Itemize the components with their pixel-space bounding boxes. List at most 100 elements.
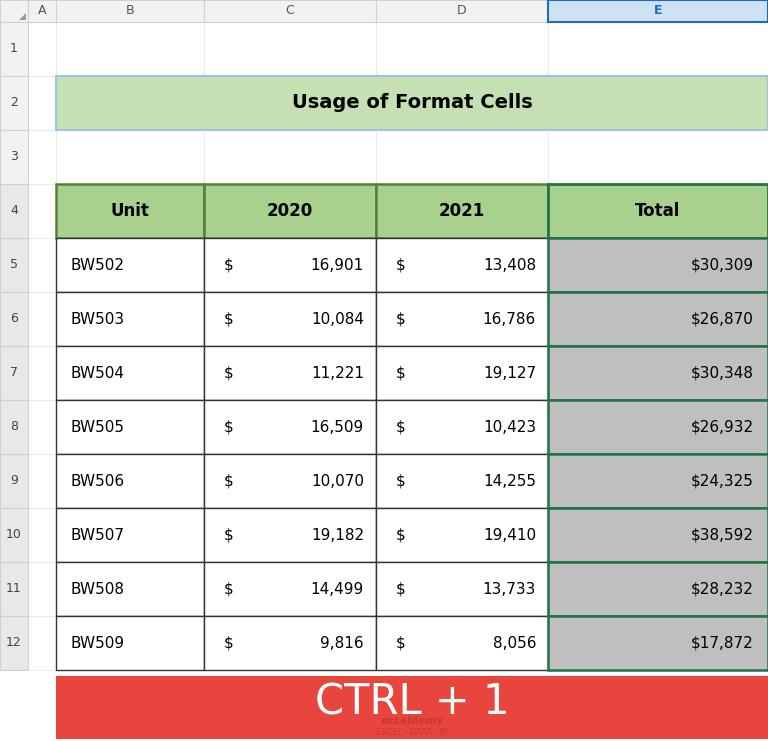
Text: 2: 2 bbox=[10, 96, 18, 110]
Bar bbox=[548, 346, 768, 400]
Text: $30,348: $30,348 bbox=[691, 365, 754, 380]
Text: D: D bbox=[457, 4, 467, 18]
Text: 16,901: 16,901 bbox=[311, 258, 364, 273]
Text: 10,084: 10,084 bbox=[311, 311, 364, 327]
Bar bbox=[204, 454, 376, 508]
Text: BW507: BW507 bbox=[70, 528, 124, 542]
Bar bbox=[548, 0, 768, 22]
Text: 14,499: 14,499 bbox=[311, 582, 364, 597]
Bar bbox=[56, 676, 768, 739]
Bar bbox=[204, 292, 376, 346]
Bar bbox=[28, 292, 56, 346]
Text: 7: 7 bbox=[10, 367, 18, 379]
Bar bbox=[28, 184, 56, 238]
Text: $26,870: $26,870 bbox=[691, 311, 754, 327]
Bar bbox=[548, 130, 768, 184]
Bar bbox=[56, 400, 204, 454]
Text: $: $ bbox=[396, 636, 406, 651]
Polygon shape bbox=[19, 13, 26, 20]
Text: Usage of Format Cells: Usage of Format Cells bbox=[292, 93, 532, 113]
Text: 5: 5 bbox=[10, 259, 18, 271]
Bar bbox=[204, 508, 376, 562]
Text: $24,325: $24,325 bbox=[691, 473, 754, 488]
Bar bbox=[0, 22, 28, 76]
Text: 14,255: 14,255 bbox=[483, 473, 536, 488]
Bar bbox=[548, 238, 768, 292]
Text: $: $ bbox=[396, 365, 406, 380]
Bar bbox=[56, 22, 204, 76]
Bar bbox=[56, 22, 204, 76]
Bar bbox=[376, 508, 548, 562]
Text: 3: 3 bbox=[10, 150, 18, 164]
Bar bbox=[376, 22, 548, 76]
Bar bbox=[376, 130, 548, 184]
Bar bbox=[56, 346, 204, 400]
Bar bbox=[56, 454, 204, 508]
Bar bbox=[56, 238, 204, 292]
Text: A: A bbox=[38, 4, 46, 18]
Text: BW502: BW502 bbox=[70, 258, 124, 273]
Bar bbox=[0, 346, 28, 400]
Bar bbox=[28, 508, 56, 562]
Bar bbox=[204, 238, 376, 292]
Bar bbox=[56, 616, 204, 670]
Bar bbox=[376, 22, 548, 76]
Text: BW504: BW504 bbox=[70, 365, 124, 380]
Text: $: $ bbox=[224, 636, 233, 651]
Text: 16,509: 16,509 bbox=[311, 419, 364, 434]
Text: 8,056: 8,056 bbox=[492, 636, 536, 651]
Text: 13,408: 13,408 bbox=[483, 258, 536, 273]
Text: 10,070: 10,070 bbox=[311, 473, 364, 488]
Text: 11,221: 11,221 bbox=[311, 365, 364, 380]
Text: 12: 12 bbox=[6, 637, 22, 650]
Text: $: $ bbox=[224, 258, 233, 273]
Bar bbox=[0, 616, 28, 670]
Bar bbox=[376, 292, 548, 346]
Bar bbox=[204, 22, 376, 76]
Text: $: $ bbox=[396, 582, 406, 597]
Bar bbox=[0, 76, 28, 130]
Bar bbox=[0, 454, 28, 508]
Text: $: $ bbox=[396, 258, 406, 273]
Text: BW508: BW508 bbox=[70, 582, 124, 597]
Bar bbox=[376, 346, 548, 400]
Text: 4: 4 bbox=[10, 205, 18, 218]
Bar bbox=[548, 22, 768, 76]
Bar bbox=[204, 562, 376, 616]
Bar bbox=[28, 562, 56, 616]
Text: 8: 8 bbox=[10, 420, 18, 433]
Text: $: $ bbox=[224, 419, 233, 434]
Bar bbox=[204, 346, 376, 400]
Bar bbox=[28, 346, 56, 400]
Bar bbox=[28, 76, 56, 130]
Bar bbox=[548, 508, 768, 562]
Text: CTRL + 1: CTRL + 1 bbox=[315, 682, 509, 723]
Bar bbox=[28, 130, 56, 184]
Bar bbox=[56, 0, 204, 22]
Bar bbox=[548, 454, 768, 508]
Bar bbox=[56, 562, 204, 616]
Bar bbox=[376, 454, 548, 508]
Bar bbox=[28, 22, 56, 76]
Bar bbox=[376, 562, 548, 616]
Bar bbox=[56, 130, 204, 184]
Text: 19,410: 19,410 bbox=[483, 528, 536, 542]
Text: C: C bbox=[286, 4, 294, 18]
Text: BW503: BW503 bbox=[70, 311, 124, 327]
Bar bbox=[548, 400, 768, 454]
Bar bbox=[376, 184, 548, 238]
Text: 10: 10 bbox=[6, 528, 22, 542]
Bar bbox=[548, 22, 768, 76]
Text: $30,309: $30,309 bbox=[691, 258, 754, 273]
Text: 6: 6 bbox=[10, 313, 18, 325]
Bar bbox=[28, 454, 56, 508]
Text: BW505: BW505 bbox=[70, 419, 124, 434]
Text: exceldemy: exceldemy bbox=[380, 717, 444, 726]
Bar bbox=[548, 184, 768, 238]
Bar bbox=[56, 508, 204, 562]
Text: $17,872: $17,872 bbox=[691, 636, 754, 651]
Bar bbox=[28, 0, 56, 22]
Bar bbox=[204, 400, 376, 454]
Text: $: $ bbox=[224, 365, 233, 380]
Text: 16,786: 16,786 bbox=[483, 311, 536, 327]
